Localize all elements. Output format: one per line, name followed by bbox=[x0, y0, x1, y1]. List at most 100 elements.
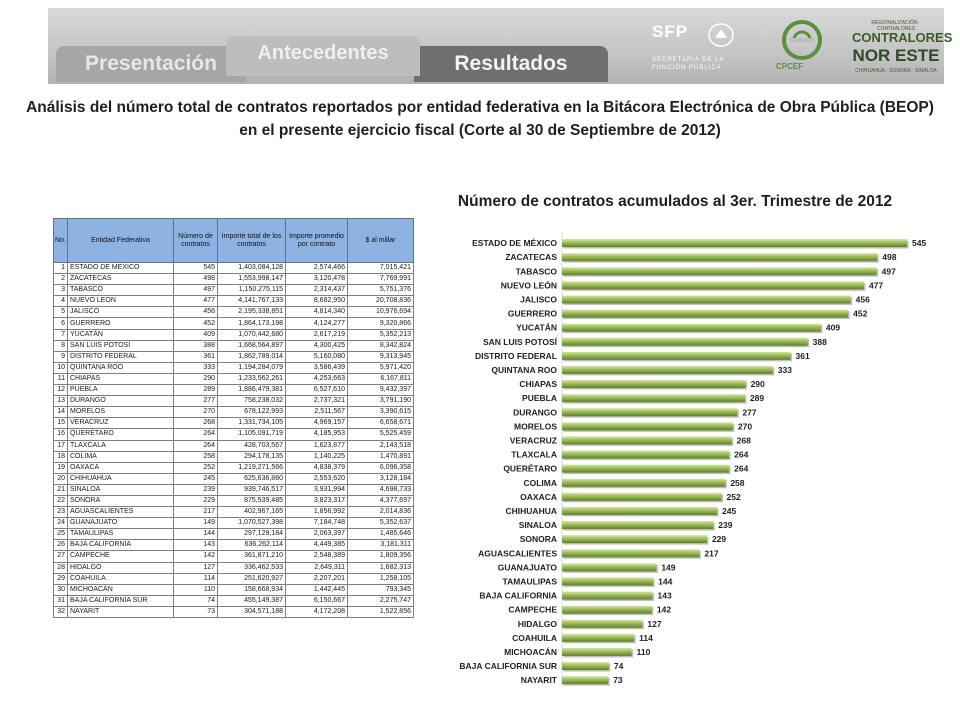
cell-importe-total: 1,886,479,381 bbox=[217, 384, 286, 397]
data-label: 361 bbox=[796, 351, 810, 361]
cell-no: 4 bbox=[53, 295, 68, 308]
cell-numero: 545 bbox=[173, 261, 218, 275]
cell-importe-total: 1,233,562,261 bbox=[217, 372, 286, 386]
category-label: DISTRITO FEDERAL bbox=[475, 351, 557, 361]
cell-importe-promedio: 2,649,311 bbox=[285, 561, 348, 574]
table-row: 15 VERACRUZ 268 1,331,734,105 4,969,157 6,658… bbox=[53, 417, 414, 430]
cell-al-millar: 8,342,824 bbox=[347, 339, 414, 352]
bar bbox=[562, 450, 730, 459]
cell-no: 17 bbox=[53, 439, 68, 452]
table-row: 21 SINALOA 239 939,746,517 3,931,994 4,698,73… bbox=[53, 483, 414, 496]
category-label: PUEBLA bbox=[522, 393, 557, 403]
category-label: SAN LUIS POTOSÍ bbox=[483, 337, 558, 347]
cell-al-millar: 20,708,836 bbox=[347, 295, 414, 308]
category-label: MICHOACÁN bbox=[504, 647, 557, 657]
cell-importe-total: 304,571,188 bbox=[217, 605, 286, 619]
table-row: 29 COAHUILA 114 251,620,927 2,207,201 1,258,1… bbox=[53, 572, 414, 585]
cell-importe-promedio: 8,682,950 bbox=[285, 295, 348, 308]
cell-entidad: DURANGO bbox=[67, 395, 174, 408]
cell-entidad: TAMAULIPAS bbox=[67, 528, 174, 541]
table-row: 10 QUINTANA ROO 333 1,194,284,079 3,586,439 5… bbox=[53, 361, 414, 374]
data-label: 452 bbox=[853, 309, 867, 319]
cell-al-millar: 1,682,313 bbox=[347, 561, 414, 574]
cell-entidad: QUERÉTARO bbox=[67, 428, 174, 441]
cell-al-millar: 7,769,991 bbox=[347, 273, 414, 286]
cell-al-millar: 1,485,646 bbox=[347, 528, 414, 541]
data-label: 110 bbox=[637, 647, 651, 657]
cell-no: 25 bbox=[53, 528, 68, 541]
tab-resultados[interactable]: Resultados bbox=[414, 46, 608, 82]
bar bbox=[562, 408, 738, 417]
cell-importe-total: 336,462,533 bbox=[217, 561, 286, 574]
tab-antecedentes[interactable]: Antecedentes bbox=[226, 36, 420, 76]
cell-numero: 277 bbox=[173, 395, 218, 408]
category-label: VERACRUZ bbox=[510, 435, 557, 445]
column-header-entidad: Entidad Federativa bbox=[67, 218, 174, 263]
table-row: 16 QUERÉTARO 264 1,105,091,719 4,185,953 5,52… bbox=[53, 428, 414, 441]
bar bbox=[562, 239, 907, 248]
cpcef-emblem-icon bbox=[782, 20, 822, 60]
data-label: 268 bbox=[737, 435, 751, 445]
data-label: 290 bbox=[751, 379, 765, 389]
cell-no: 29 bbox=[53, 572, 68, 585]
bar bbox=[562, 563, 657, 572]
bar bbox=[562, 309, 849, 318]
cell-importe-total: 428,703,567 bbox=[217, 439, 286, 452]
bar bbox=[562, 337, 808, 346]
cell-no: 16 bbox=[53, 428, 68, 441]
cell-entidad: NUEVO LEÓN bbox=[67, 295, 174, 308]
cell-entidad: ESTADO DE MÉXICO bbox=[67, 261, 174, 275]
cell-importe-promedio: 3,120,478 bbox=[285, 273, 348, 286]
bar bbox=[562, 535, 707, 544]
cell-importe-total: 1,150,275,115 bbox=[217, 284, 286, 297]
cell-importe-promedio: 4,300,425 bbox=[285, 339, 348, 352]
cell-no: 10 bbox=[53, 361, 68, 374]
cell-importe-promedio: 4,449,385 bbox=[285, 539, 348, 552]
cell-numero: 388 bbox=[173, 339, 218, 352]
cell-importe-total: 1,194,284,079 bbox=[217, 361, 286, 374]
bar bbox=[562, 506, 718, 515]
cell-numero: 498 bbox=[173, 273, 218, 286]
cell-importe-total: 1,331,734,105 bbox=[217, 417, 286, 430]
column-header-al-millar: $ al millar bbox=[347, 218, 414, 263]
table-row: 32 NAYARIT 73 304,571,188 4,172,208 1,522,856 bbox=[53, 605, 414, 619]
cell-importe-total: 678,122,993 bbox=[217, 406, 286, 419]
data-label: 277 bbox=[742, 407, 756, 417]
bar bbox=[562, 295, 851, 304]
bar bbox=[562, 577, 654, 586]
cell-no: 19 bbox=[53, 461, 68, 474]
category-label: TAMAULIPAS bbox=[503, 576, 558, 586]
cell-numero: 149 bbox=[173, 517, 218, 530]
category-label: ZACATECAS bbox=[505, 252, 557, 262]
data-label: 229 bbox=[712, 534, 726, 544]
cell-al-millar: 5,352,637 bbox=[347, 517, 414, 530]
data-label: 252 bbox=[727, 492, 741, 502]
table-row: 4 NUEVO LEÓN 477 4,141,767,133 8,682,950 20,7… bbox=[53, 295, 414, 308]
tab-presentacion[interactable]: Presentación bbox=[56, 46, 246, 82]
category-label: COLIMA bbox=[523, 478, 557, 488]
cell-numero: 258 bbox=[173, 450, 218, 463]
cell-importe-total: 875,539,485 bbox=[217, 494, 286, 508]
cell-no: 2 bbox=[53, 273, 68, 286]
bar bbox=[562, 676, 609, 685]
cell-numero: 252 bbox=[173, 461, 218, 474]
cell-entidad: MORELOS bbox=[67, 406, 174, 419]
data-label: 264 bbox=[734, 464, 748, 474]
category-label: QUERÉTARO bbox=[503, 464, 557, 474]
cell-importe-promedio: 2,063,397 bbox=[285, 528, 348, 541]
cell-no: 13 bbox=[53, 395, 68, 408]
category-label: CHIHUAHUA bbox=[506, 506, 557, 516]
cell-entidad: COLIMA bbox=[67, 450, 174, 463]
cell-no: 11 bbox=[53, 372, 68, 386]
cell-numero: 229 bbox=[173, 494, 218, 508]
data-label: 73 bbox=[613, 675, 623, 685]
cell-no: 12 bbox=[53, 384, 68, 397]
data-label: 114 bbox=[639, 633, 653, 643]
sfp-subtitle-line2: FUNCIÓN PÚBLICA bbox=[652, 65, 722, 71]
cell-entidad: OAXACA bbox=[67, 461, 174, 474]
cell-entidad: HIDALGO bbox=[67, 561, 174, 574]
cell-numero: 127 bbox=[173, 561, 218, 574]
cell-importe-promedio: 2,737,321 bbox=[285, 395, 348, 408]
cell-al-millar: 5,525,459 bbox=[347, 428, 414, 441]
cell-no: 6 bbox=[53, 317, 68, 330]
